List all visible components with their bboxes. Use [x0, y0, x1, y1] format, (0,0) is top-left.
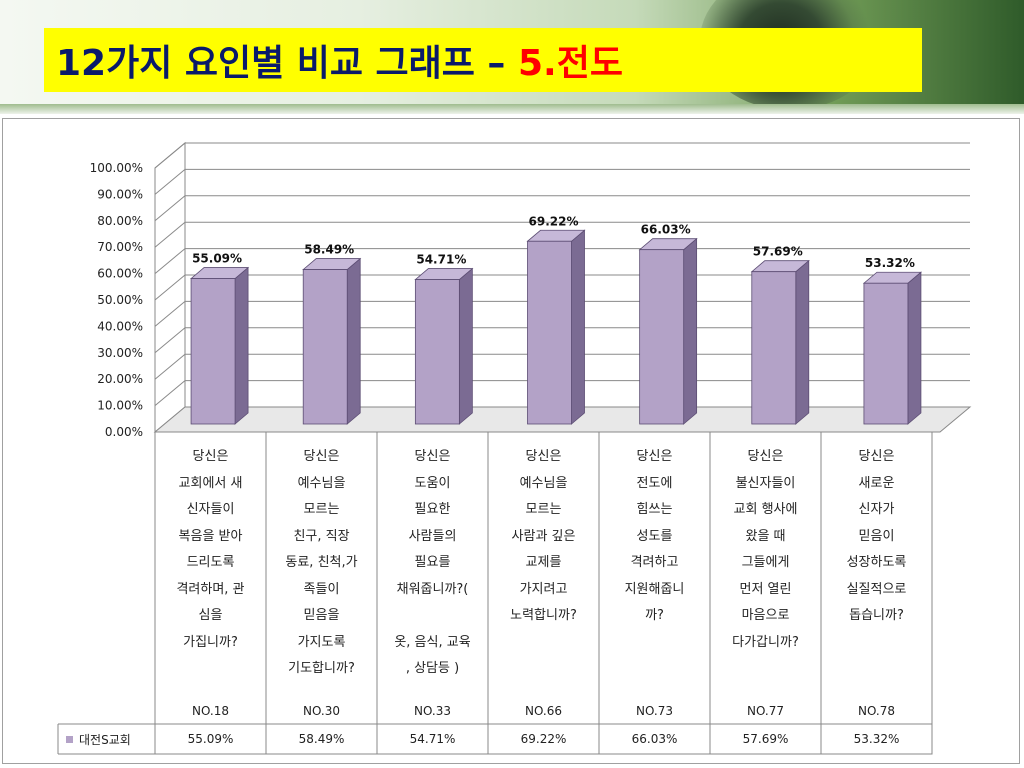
bar — [190, 278, 236, 425]
y-tick-label: 20.00% — [97, 372, 143, 386]
bar-side — [458, 267, 473, 425]
category-label: NO.18 — [191, 704, 230, 718]
category-label: NO.78 — [857, 704, 896, 718]
title-main: 12가지 요인별 비교 그래프 – — [56, 43, 518, 84]
y-tick-label: 0.00% — [105, 425, 143, 439]
labels-layer: 0.00% 10.00% 20.00% 30.00% 40.00% 50.00% 60.00… — [90, 161, 915, 439]
category-label: NO.66 — [524, 704, 563, 718]
data-label: 57.69% — [753, 245, 803, 259]
table-value-cell: 55.09% — [187, 732, 234, 746]
legend-swatch — [66, 735, 73, 743]
category-question: 당신은 새로운 신자가 믿음이 성장하도록 실질적으로 돕습니까? — [846, 449, 907, 623]
category-question: 당신은 불신자들이 교회 행사에 왔을 때 그들에게 먼저 열린 마음으로 다가… — [732, 449, 799, 650]
bar-side — [907, 271, 922, 425]
bars-layer — [189, 229, 923, 425]
bar — [527, 240, 572, 425]
bar — [414, 279, 460, 425]
table-value-cell: 58.49% — [298, 732, 345, 746]
table-value-cell: 53.32% — [853, 732, 900, 746]
bar-side — [683, 237, 698, 425]
category-label: NO.77 — [746, 704, 785, 718]
gridline — [154, 142, 970, 169]
table-value-cell: 54.71% — [409, 732, 456, 746]
data-label: 54.71% — [416, 253, 466, 267]
y-tick-label: 100.00% — [90, 161, 143, 175]
gridline — [154, 168, 970, 195]
y-tick-label: 70.00% — [97, 240, 143, 254]
y-tick-label: 50.00% — [97, 293, 143, 307]
bar-side — [571, 229, 585, 425]
data-label: 55.09% — [192, 252, 242, 266]
category-question: 당신은 전도에 힘쓰는 성도를 격려하고 지원해줍니 까? — [624, 449, 685, 623]
legend-entry: 대전S교회 — [60, 724, 160, 754]
table-value-cell: 57.69% — [742, 732, 789, 746]
data-label: 69.22% — [529, 214, 579, 228]
y-tick-label: 60.00% — [97, 267, 143, 281]
bar — [639, 249, 685, 425]
bar — [751, 271, 797, 425]
bar-side — [234, 266, 249, 425]
y-tick-label: 90.00% — [97, 187, 143, 201]
y-tick-label: 80.00% — [97, 214, 143, 228]
category-label: NO.30 — [302, 704, 341, 718]
category-label: NO.73 — [635, 704, 674, 718]
data-label: 58.49% — [304, 243, 354, 257]
bar — [302, 269, 348, 425]
category-question: 당신은 예수님을 모르는 사람과 깊은 교제를 가지려고 노력합니까? — [510, 449, 577, 623]
table-value-cell: 66.03% — [631, 732, 678, 746]
category-label: NO.33 — [413, 704, 452, 718]
header-shade — [0, 104, 1024, 114]
data-label: 66.03% — [641, 223, 691, 237]
page-title: 12가지 요인별 비교 그래프 – 5.전도 — [44, 28, 922, 92]
table-layer — [57, 431, 933, 755]
bar — [863, 282, 909, 425]
category-question: 당신은 도움이 필요한 사람들의 필요를 채워줍니까?( 옷, 음식, 교육 ,… — [394, 449, 471, 676]
y-tick-label: 40.00% — [97, 319, 143, 333]
title-accent: 5.전도 — [517, 43, 623, 84]
bar-side — [346, 257, 361, 425]
category-question: 당신은 예수님을 모르는 친구, 직장 동료, 친척,가 족들이 믿음을 가지도… — [285, 449, 358, 676]
data-label: 53.32% — [865, 256, 915, 270]
category-question: 당신은 교회에서 새 신자들이 복음을 받아 드리도록 격려하며, 관 심을 가… — [176, 449, 245, 650]
bar-side — [795, 259, 810, 425]
table-value-cell: 69.22% — [520, 732, 567, 746]
y-tick-label: 30.00% — [97, 346, 143, 360]
y-tick-label: 10.00% — [97, 399, 143, 413]
legend-label: 대전S교회 — [79, 732, 131, 747]
